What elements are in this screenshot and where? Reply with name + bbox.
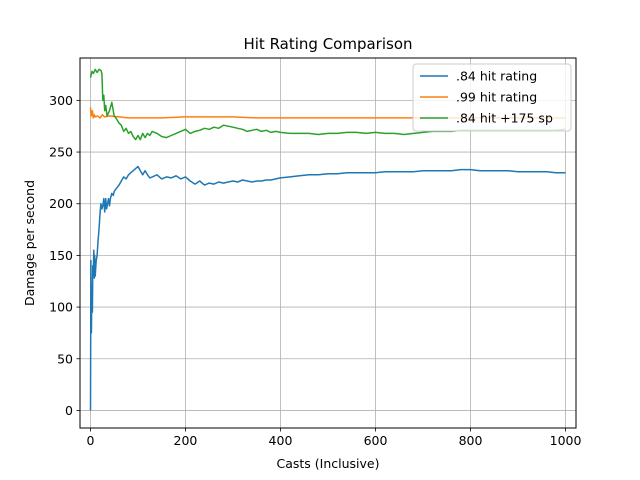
axis-ticks: 0 200 400 600 800 1000 0 50 100 150 200 250 300	[49, 93, 581, 448]
x-tick-label: 800	[459, 433, 483, 448]
series-line-0	[89, 165, 566, 411]
x-tick-label: 600	[364, 433, 388, 448]
chart-title: Hit Rating Comparison	[243, 35, 412, 53]
y-tick-label: 50	[57, 351, 73, 366]
y-tick-label: 0	[65, 403, 73, 418]
y-tick-label: 200	[49, 196, 73, 211]
legend-label: .99 hit rating	[456, 90, 537, 105]
plot-frame	[79, 57, 577, 429]
y-tick-label: 100	[49, 300, 73, 315]
y-tick-label: 150	[49, 248, 73, 263]
legend: .84 hit rating .99 hit rating .84 hit +175…	[412, 63, 572, 132]
x-tick-label: 400	[269, 433, 293, 448]
legend-label: .84 hit rating	[456, 69, 537, 84]
series-line-2	[89, 68, 566, 141]
x-tick-label: 1000	[550, 433, 582, 448]
grid	[80, 58, 576, 428]
y-tick-label: 250	[49, 145, 73, 160]
legend-label: .84 hit +175 sp	[456, 111, 553, 126]
y-axis-label: Damage per second	[22, 180, 37, 306]
y-tick-label: 300	[49, 93, 73, 108]
x-tick-label: 200	[174, 433, 198, 448]
legend-box	[412, 63, 572, 132]
x-tick-label: 0	[86, 433, 94, 448]
x-axis-label: Casts (Inclusive)	[277, 456, 380, 471]
